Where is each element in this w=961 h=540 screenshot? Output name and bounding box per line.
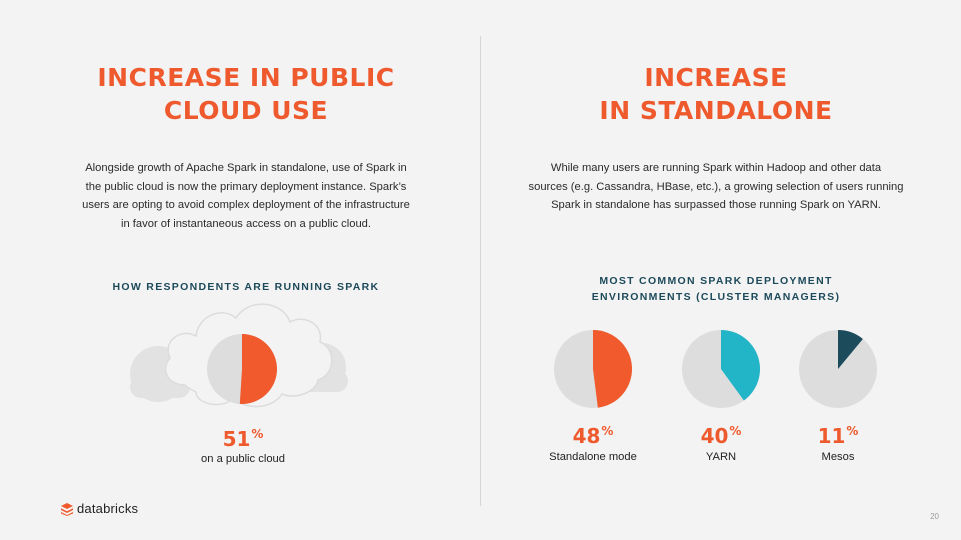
brand-name: databricks <box>77 501 139 516</box>
left-pie-chart <box>207 334 277 404</box>
left-stat-value: 51% <box>200 427 286 451</box>
left-body-text: Alongside growth of Apache Spark in stan… <box>82 162 410 230</box>
databricks-logo-icon <box>61 502 73 516</box>
yarn-number: 40 <box>700 424 729 448</box>
left-title: INCREASE IN PUBLIC CLOUD USE <box>97 63 395 125</box>
yarn-value: 40% <box>681 424 761 448</box>
left-stat-unit: % <box>251 427 264 441</box>
yarn-label: YARN <box>705 451 737 463</box>
left-stat-label: on a public cloud <box>201 453 285 465</box>
standalone-label: Standalone mode <box>549 451 637 463</box>
standalone-unit: % <box>601 424 614 438</box>
standalone-value: 48% <box>553 424 633 448</box>
pie-yarn <box>682 330 760 408</box>
right-title: INCREASE IN STANDALONE <box>599 63 833 125</box>
standalone-slice <box>593 330 633 408</box>
center-divider <box>480 36 481 506</box>
pie-mesos <box>799 330 877 408</box>
mesos-number: 11 <box>817 424 846 448</box>
right-body-text: While many users are running Spark withi… <box>528 162 904 211</box>
yarn-slice <box>721 330 760 401</box>
left-stat-number: 51 <box>222 427 251 451</box>
standalone-number: 48 <box>572 424 601 448</box>
page-number: 20 <box>930 512 939 521</box>
mesos-unit: % <box>846 424 859 438</box>
pie-standalone <box>554 330 633 408</box>
mesos-value: 11% <box>798 424 878 448</box>
yarn-unit: % <box>729 424 742 438</box>
public-cloud-slice <box>239 334 277 404</box>
right-subhead: MOST COMMON SPARK DEPLOYMENT ENVIRONMENT… <box>591 275 841 303</box>
mesos-slice <box>838 330 863 369</box>
databricks-logo: databricks <box>60 501 138 516</box>
mesos-label: Mesos <box>821 451 855 463</box>
left-subhead: HOW RESPONDENTS ARE RUNNING SPARK <box>112 281 380 293</box>
